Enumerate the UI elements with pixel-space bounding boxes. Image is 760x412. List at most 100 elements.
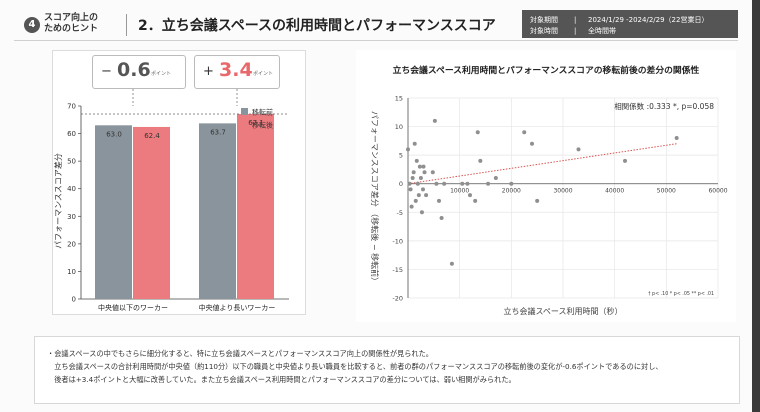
time-value: 全時間帯 (588, 27, 616, 35)
trend-line (407, 143, 677, 185)
x-axis-label: 立ち会議スペース利用時間（秒） (503, 306, 622, 316)
period-info-box: 対象期間 | 2024/1/29 -2024/2/29（22営業日） 対象時間 | 全時… (522, 10, 738, 38)
data-point (442, 181, 447, 186)
data-point (414, 158, 419, 163)
slide-header: 4 スコア向上の ためのヒント 2．立ち会議スペースの利用時間とパフォーマンスス… (14, 8, 738, 41)
bar-value-label: 62.4 (144, 132, 160, 140)
callout-unit: ポイント (151, 71, 172, 77)
y-tick-label: 15 (395, 95, 403, 103)
legend-label: 移転前 (252, 108, 273, 117)
y-tick-label: 0 (72, 296, 76, 304)
data-point (417, 164, 422, 169)
bar-chart: 0 10 20 30 40 50 60 70 パフォーマンススコア差分 63.0 62.4 中央値以下… (53, 89, 289, 312)
x-tick-label: 30000 (553, 188, 572, 195)
bar (133, 126, 170, 299)
legend-swatch (241, 108, 248, 115)
data-point (420, 187, 425, 192)
callout-sign: + (203, 64, 214, 79)
x-tick-label: 60000 (708, 188, 727, 195)
data-point (422, 170, 427, 175)
y-tick-label: -10 (392, 237, 403, 245)
data-point (407, 181, 412, 186)
y-tick-label: 70 (67, 103, 76, 111)
y-tick-label: 10 (395, 123, 403, 131)
data-point (419, 210, 424, 215)
data-point (424, 193, 429, 198)
note-line: ・会議スペースの中でもさらに細分化すると、特に立ち会議スペースとパフォーマンスス… (47, 349, 433, 358)
callout-sign: − (101, 64, 112, 79)
note-line: 後者は+3.4ポイントと大幅に改善していた。また立ち会議スペース利用時間とパフォ… (47, 375, 516, 384)
data-point (475, 130, 480, 135)
y-axis-label: パフォーマンススコア差分 (53, 153, 63, 249)
data-point (674, 136, 679, 140)
time-row: 対象時間 | 全時間帯 (530, 27, 616, 35)
data-point (576, 147, 581, 152)
scatter-chart: 立ち会議スペース利用時間とパフォーマンススコアの移転前後の差分の関係性 -20 -1… (370, 64, 728, 316)
data-point (434, 181, 439, 186)
data-point (413, 198, 418, 203)
time-key: 対象時間 (530, 27, 558, 35)
y-tick-label: -20 (392, 295, 403, 303)
data-point (468, 193, 472, 198)
y-tick-label: 40 (67, 185, 76, 193)
notes-box: ・会議スペースの中でもさらに細分化すると、特に立ち会議スペースとパフォーマンスス… (34, 336, 740, 404)
data-point (478, 158, 483, 163)
y-tick-label: -15 (392, 266, 403, 274)
x-tick-label: 10000 (450, 188, 469, 195)
header-divider (126, 14, 127, 36)
category-label: 中央値より長いワーカー (199, 303, 276, 312)
section-number-badge: 4 (24, 17, 40, 33)
data-point (623, 158, 627, 163)
callout-above-median: + 3.4 ポイント (194, 55, 280, 89)
scatter-chart-panel: 立ち会議スペース利用時間とパフォーマンススコアの移転前後の差分の関係性 -20 -1… (356, 50, 736, 322)
period-value: 2024/1/29 -2024/2/29（22営業日） (588, 16, 709, 24)
data-point (530, 141, 534, 146)
scatter-title: 立ち会議スペース利用時間とパフォーマンススコアの移転前後の差分の関係性 (393, 64, 700, 76)
y-tick-label: 10 (67, 268, 76, 276)
y-tick-label: 0 (399, 180, 403, 188)
callout-value: 3.4 (219, 59, 253, 81)
x-tick-label: 40000 (605, 188, 624, 195)
period-row: 対象期間 | 2024/1/29 -2024/2/29（22営業日） (530, 16, 709, 24)
y-tick-label: 30 (67, 213, 76, 221)
y-tick-label: 50 (67, 158, 76, 166)
y-tick-label: 20 (67, 240, 76, 248)
legend-label: 移転後 (252, 121, 273, 130)
category-label: 中央値以下のワーカー (98, 303, 168, 312)
data-point (473, 198, 478, 203)
data-point (410, 176, 415, 180)
data-point (439, 216, 444, 220)
data-point (460, 181, 465, 186)
data-point (437, 198, 441, 203)
data-point (509, 181, 514, 186)
y-tick-label: 60 (67, 130, 76, 138)
bar-value-label: 63.0 (106, 130, 122, 138)
data-point (408, 187, 413, 192)
bar-value-label: 63.7 (210, 128, 226, 136)
callout-unit: ポイント (253, 71, 274, 77)
data-point (430, 170, 435, 175)
y-tick-label: 5 (399, 152, 403, 160)
data-point (416, 193, 421, 198)
y-axis-label: パフォーマンススコア差分 （移転後 − 移転前） (370, 111, 380, 285)
data-point (406, 147, 410, 152)
correlation-annotation: 相関係数 :0.333 *, p=0.058 (614, 101, 714, 111)
significance-footnote: † p< .10 * p< .05 ** p< .01 (648, 291, 714, 297)
data-point (493, 176, 498, 180)
data-point (415, 181, 420, 186)
bar-value-label: 67.1 (248, 119, 264, 127)
bar (237, 113, 274, 299)
bar-chart-panel: 0 10 20 30 40 50 60 70 パフォーマンススコア差分 63.0 62.4 中央値以下… (52, 50, 306, 315)
data-point (409, 204, 414, 209)
data-point (411, 170, 416, 175)
page-title: 2．立ち会議スペースの利用時間とパフォーマンススコア (138, 18, 496, 34)
data-point (421, 164, 426, 169)
data-point (465, 181, 470, 186)
y-tick-label: -5 (397, 209, 403, 217)
data-point (522, 130, 527, 135)
legend-swatch (241, 121, 248, 128)
data-point (486, 181, 491, 186)
bar (199, 123, 236, 300)
period-key: 対象期間 (530, 16, 558, 24)
